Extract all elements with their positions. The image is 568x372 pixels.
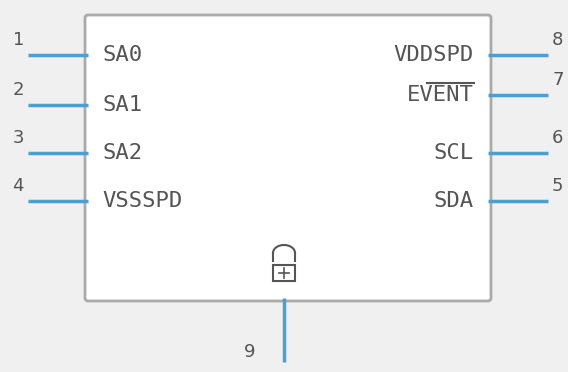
Text: 5: 5 xyxy=(552,177,563,195)
FancyBboxPatch shape xyxy=(85,15,491,301)
Text: EVENT: EVENT xyxy=(407,85,474,105)
Text: 4: 4 xyxy=(12,177,24,195)
Text: SDA: SDA xyxy=(434,191,474,211)
Text: 3: 3 xyxy=(12,129,24,147)
Text: VDDSPD: VDDSPD xyxy=(394,45,474,65)
Text: SA2: SA2 xyxy=(102,143,142,163)
Text: 2: 2 xyxy=(12,81,24,99)
Text: SA1: SA1 xyxy=(102,95,142,115)
Text: 7: 7 xyxy=(552,71,563,89)
Text: SA0: SA0 xyxy=(102,45,142,65)
Bar xyxy=(273,265,295,281)
Text: VSSSPD: VSSSPD xyxy=(102,191,182,211)
Text: SCL: SCL xyxy=(434,143,474,163)
Text: 9: 9 xyxy=(244,343,255,361)
Text: 1: 1 xyxy=(12,31,24,49)
Text: 8: 8 xyxy=(552,31,563,49)
Text: 6: 6 xyxy=(552,129,563,147)
